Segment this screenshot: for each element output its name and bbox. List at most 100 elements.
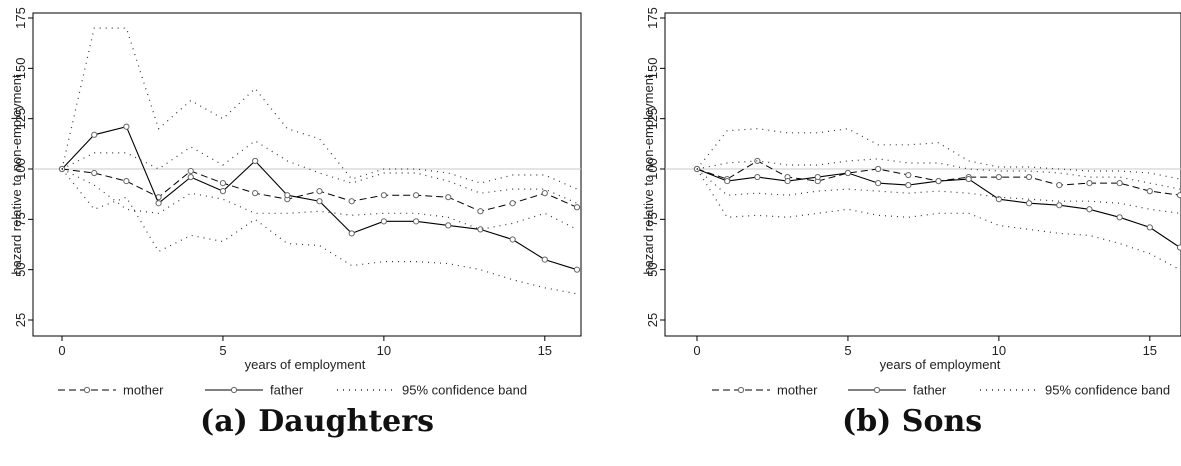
data-point-mother-7: [905, 171, 912, 179]
plot-frame: [32, 12, 582, 337]
data-point-father-4: [814, 173, 821, 181]
x-tick-label-15: 15: [538, 343, 552, 358]
data-point-father-5: [844, 169, 852, 177]
x-tick-label-0: 0: [693, 343, 700, 358]
data-point-mother-5: [219, 179, 227, 187]
chart-daughters: 25 50 75 100 125 150 175 0 5 10 15 years of employm…: [9, 7, 582, 398]
data-point-father-10: [380, 218, 387, 225]
x-tick-label-10: 10: [377, 343, 391, 358]
plot-frame: [664, 12, 1181, 337]
data-point-father-3: [155, 200, 162, 207]
data-point-father-9: [348, 230, 355, 237]
data-point-father-3: [784, 177, 791, 185]
x-tick-label-0: 0: [58, 343, 65, 358]
data-point-mother-16: [1176, 192, 1181, 199]
data-point-mother-14: [509, 200, 516, 207]
legend-label-95-confidence-band: 95% confidence band: [1045, 383, 1170, 398]
data-point-father-6: [875, 179, 882, 187]
x-tick-label-5: 5: [219, 343, 226, 358]
legend-label-father: father: [270, 383, 304, 398]
y-axis-title: hazard relative to non-employment: [641, 74, 656, 275]
data-point-father-8: [316, 198, 323, 205]
data-point-mother-10: [380, 192, 387, 199]
data-point-mother-11: [412, 192, 420, 199]
y-tick-label-150: 150: [645, 57, 660, 79]
data-point-mother-15: [1146, 188, 1153, 195]
data-point-mother-8: [316, 188, 323, 195]
y-tick-label-25: 25: [13, 313, 28, 327]
series-group: [58, 27, 581, 295]
series-line-95-confidence-band-2: [61, 27, 578, 190]
panel-sons: 25 50 75 100 125 150 175 0 5 10 15 years of employm…: [630, 0, 1181, 466]
data-point-father-7: [284, 192, 291, 199]
series-line-95-confidence-band-2: [696, 128, 1181, 180]
data-point-father-13: [477, 226, 484, 233]
data-point-father-16: [1176, 244, 1181, 251]
data-point-father-8: [935, 177, 942, 185]
y-tick-label-100: 100: [645, 158, 660, 180]
data-point-mother-12: [445, 194, 452, 201]
data-point-mother-12: [1056, 182, 1063, 189]
legend-label-mother: mother: [123, 383, 164, 398]
y-tick-label-25: 25: [645, 313, 660, 327]
data-point-father-15: [1146, 224, 1153, 231]
data-point-mother-15: [541, 190, 548, 197]
data-point-father-7: [905, 182, 912, 189]
data-point-father-12: [445, 222, 452, 229]
data-point-father-14: [509, 236, 516, 243]
data-point-father-12: [1056, 202, 1063, 209]
legend-marker-mother: [737, 386, 745, 394]
data-point-mother-13: [1086, 179, 1093, 187]
y-tick-label-175: 175: [645, 7, 660, 29]
chart-sons: 25 50 75 100 125 150 175 0 5 10 15 years of employm…: [641, 7, 1181, 398]
legend-marker-father: [230, 386, 238, 394]
data-point-mother-10: [995, 173, 1002, 181]
data-point-father-1: [91, 131, 98, 138]
caption-sons: (b) Sons: [842, 404, 983, 439]
data-point-father-2: [123, 123, 130, 130]
x-axis-title: years of employment: [880, 357, 1001, 372]
data-point-mother-1: [91, 169, 98, 177]
legend-label-father: father: [913, 383, 947, 398]
x-axis-title: years of employment: [245, 357, 366, 372]
data-point-father-5: [219, 188, 227, 195]
y-tick-label-150: 150: [13, 57, 28, 79]
legend-label-95-confidence-band: 95% confidence band: [402, 383, 527, 398]
y-tick-label-50: 50: [645, 262, 660, 276]
legend-marker-father: [873, 386, 881, 394]
series-line-confidence-band-3: [696, 158, 1181, 190]
data-point-mother-2: [123, 177, 130, 185]
data-point-father-16: [573, 266, 581, 273]
data-point-father-15: [541, 256, 548, 263]
series-line-confidence-band-4: [696, 168, 1181, 214]
panel-daughters: 25 50 75 100 125 150 175 0 5 10 15 years of employm…: [9, 7, 582, 439]
data-point-mother-2: [754, 157, 761, 165]
x-tick-label-5: 5: [844, 343, 851, 358]
y-tick-label-125: 125: [645, 108, 660, 130]
legend-label-mother: mother: [777, 383, 818, 398]
data-point-father-11: [1025, 200, 1033, 207]
data-point-father-13: [1086, 206, 1093, 213]
data-point-father-1: [724, 177, 731, 185]
y-tick-label-100: 100: [13, 158, 28, 180]
y-tick-label-175: 175: [13, 7, 28, 29]
caption-daughters: (a) Daughters: [200, 404, 434, 439]
legend-marker-mother: [83, 386, 91, 394]
data-point-mother-9: [348, 198, 355, 205]
data-point-mother-13: [477, 208, 484, 215]
data-point-mother-11: [1025, 173, 1033, 181]
data-point-mother-14: [1116, 179, 1123, 187]
data-point-father-9: [965, 175, 972, 183]
y-tick-label-50: 50: [13, 262, 28, 276]
x-tick-label-10: 10: [992, 343, 1006, 358]
y-tick-label-75: 75: [13, 212, 28, 226]
x-tick-label-15: 15: [1143, 343, 1157, 358]
y-axis-title: hazard relative to non-employment: [9, 74, 24, 275]
data-point-mother-4: [187, 167, 194, 175]
data-point-mother-6: [875, 165, 882, 173]
series-group: [693, 128, 1181, 271]
data-point-father-4: [187, 173, 194, 181]
data-point-father-2: [754, 173, 761, 181]
y-tick-label-125: 125: [13, 108, 28, 130]
y-tick-label-75: 75: [645, 212, 660, 226]
